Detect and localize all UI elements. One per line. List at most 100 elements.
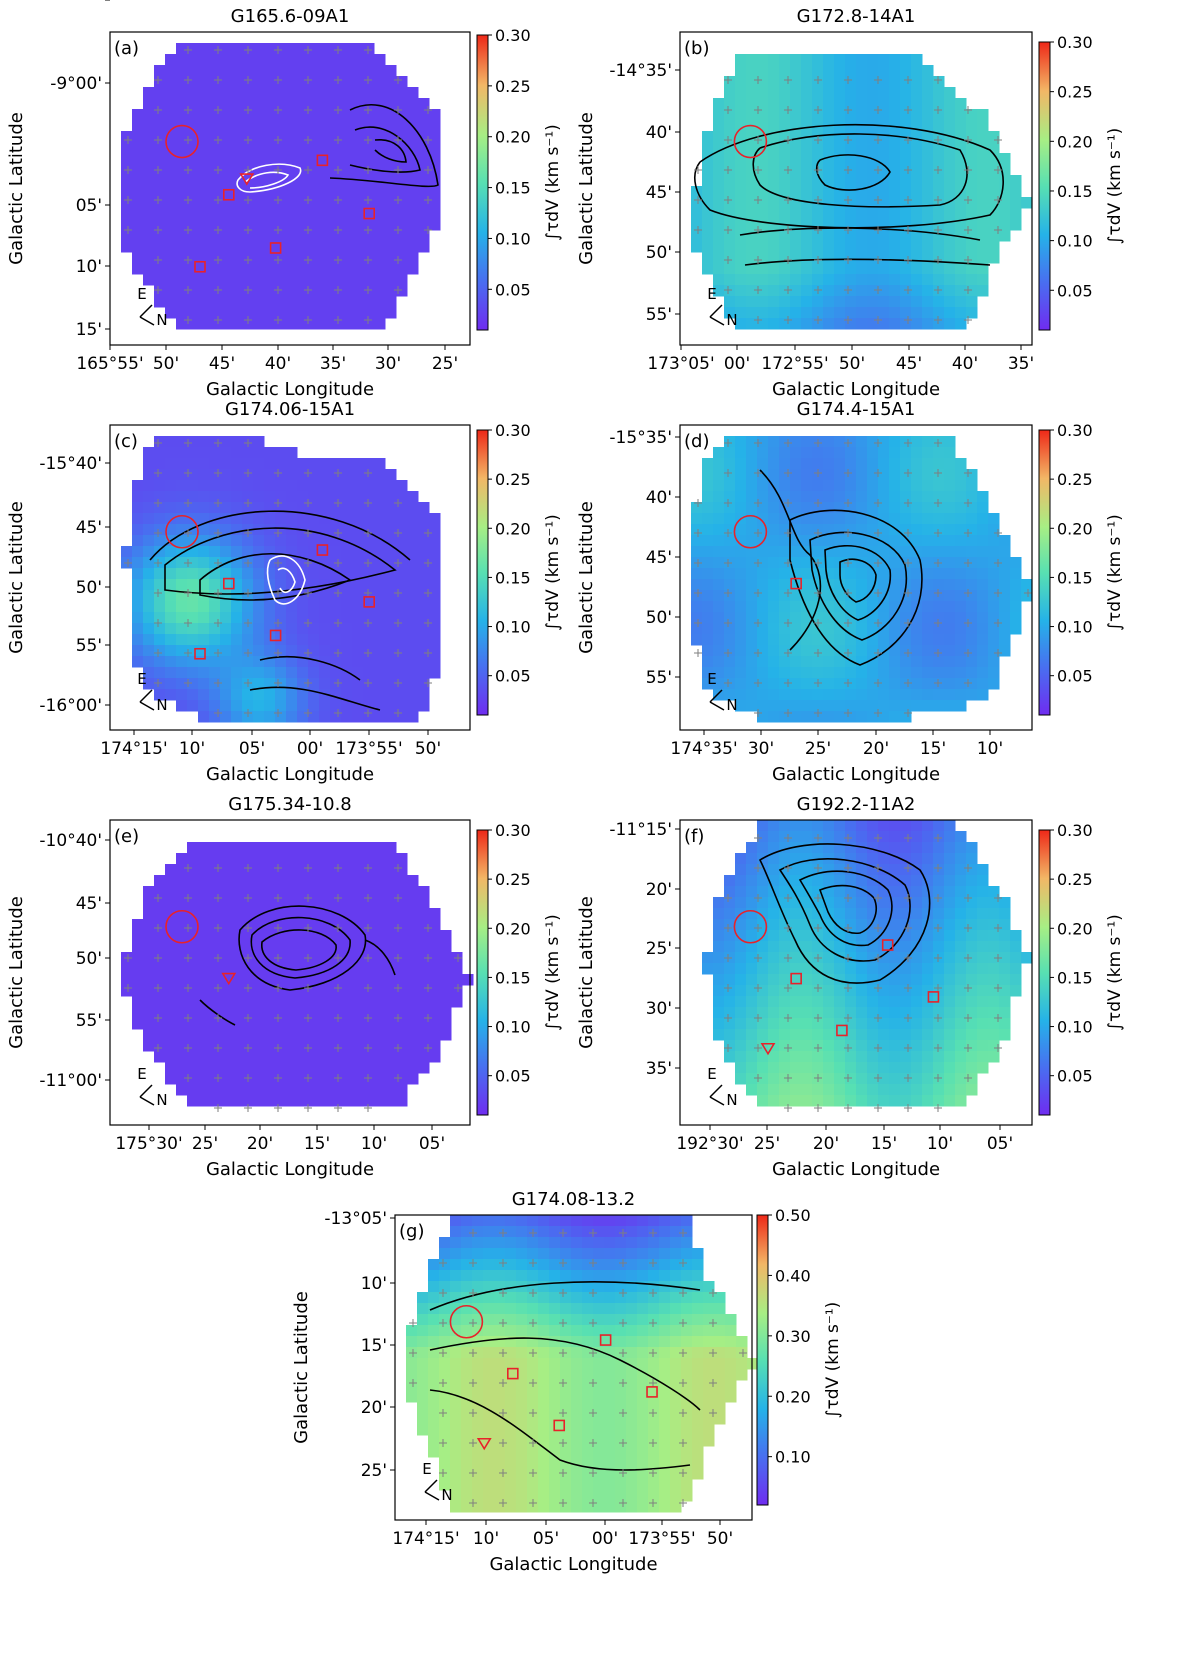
heatmap-cell: [363, 656, 375, 668]
heatmap-cell: [867, 436, 879, 448]
heatmap-cell: [845, 109, 857, 121]
heatmap-cell: [209, 447, 221, 459]
heatmap-cell: [922, 820, 934, 832]
heatmap-cell: [845, 458, 857, 470]
heatmap-cell: [352, 700, 364, 712]
heatmap-cell: [757, 458, 769, 470]
heatmap-cell: [582, 1226, 594, 1238]
heatmap-cell: [933, 1062, 945, 1074]
heatmap-cell: [966, 579, 978, 591]
heatmap-cell: [889, 985, 901, 997]
heatmap-cell: [713, 285, 725, 297]
heatmap-cell: [977, 623, 989, 635]
heatmap-cell: [253, 263, 265, 275]
heatmap-cell: [977, 689, 989, 701]
grid-plus: [274, 196, 282, 204]
heatmap-cell: [856, 524, 868, 536]
grid-plus: [934, 76, 942, 84]
heatmap-cell: [231, 700, 243, 712]
heatmap-cell: [900, 120, 912, 132]
heatmap-cell: [253, 230, 265, 242]
heatmap-cell: [933, 230, 945, 242]
grid-plus: [334, 106, 342, 114]
heatmap-cell: [231, 197, 243, 209]
heatmap-cell: [845, 285, 857, 297]
heatmap-cell: [823, 480, 835, 492]
heatmap-cell: [757, 274, 769, 286]
heatmap-cell: [812, 535, 824, 547]
heatmap-cell: [407, 1029, 419, 1041]
colorbar-tick-label: 0.20: [1057, 919, 1093, 938]
heatmap-cell: [977, 963, 989, 975]
grid-plus: [274, 469, 282, 477]
heatmap-cell: [418, 208, 430, 220]
heatmap-cell: [165, 919, 177, 931]
heatmap-cell: [702, 678, 714, 690]
grid-plus: [814, 529, 822, 537]
grid-plus: [844, 106, 852, 114]
heatmap-cell: [385, 535, 397, 547]
grid-plus: [424, 559, 432, 567]
heatmap-cell: [132, 590, 144, 602]
heatmap-cell: [374, 87, 386, 99]
heatmap-cell: [198, 568, 210, 580]
heatmap-cell: [407, 502, 419, 514]
heatmap-cell: [933, 612, 945, 624]
heatmap-cell: [812, 1062, 824, 1074]
heatmap-cell: [889, 197, 901, 209]
grid-plus: [274, 924, 282, 932]
heatmap-cell: [319, 120, 331, 132]
heatmap-cell: [385, 469, 397, 481]
heatmap-cell: [823, 252, 835, 264]
heatmap-cell: [823, 296, 835, 308]
heatmap-cell: [275, 502, 287, 514]
heatmap-cell: [582, 1259, 594, 1271]
heatmap-cell: [889, 820, 901, 832]
heatmap-cell: [198, 502, 210, 514]
heatmap-cell: [341, 219, 353, 231]
heatmap-cell: [407, 546, 419, 558]
heatmap-cell: [856, 285, 868, 297]
heatmap-cell: [922, 480, 934, 492]
heatmap-cell: [681, 1248, 693, 1260]
grid-plus: [754, 589, 762, 597]
heatmap-cell: [407, 1018, 419, 1030]
heatmap-cell: [834, 307, 846, 319]
heatmap-cell: [812, 820, 824, 832]
heatmap-cell: [735, 252, 747, 264]
grid-plus: [184, 439, 192, 447]
heatmap-cell: [823, 307, 835, 319]
heatmap-cell: [286, 535, 298, 547]
heatmap-cell: [823, 219, 835, 231]
heatmap-cell: [834, 864, 846, 876]
grid-plus: [124, 984, 132, 992]
heatmap-cell: [176, 579, 188, 591]
heatmap-cell: [121, 546, 133, 558]
heatmap-cell: [560, 1270, 572, 1282]
heatmap-cell: [955, 491, 967, 503]
heatmap-cell: [231, 208, 243, 220]
heatmap-cell: [209, 886, 221, 898]
heatmap-cell: [713, 996, 725, 1008]
heatmap-cell: [779, 1029, 791, 1041]
heatmap-cell: [845, 175, 857, 187]
y-tick-label: 10': [76, 257, 102, 277]
heatmap-cell: [944, 98, 956, 110]
heatmap-cell: [341, 98, 353, 110]
heatmap-cell: [988, 612, 1000, 624]
heatmap-cell: [867, 469, 879, 481]
heatmap-cell: [220, 656, 232, 668]
heatmap-cell: [330, 689, 342, 701]
heatmap-cell: [702, 579, 714, 591]
heatmap-cell: [724, 120, 736, 132]
heatmap-cell: [220, 480, 232, 492]
heatmap-cell: [385, 197, 397, 209]
heatmap-cell: [363, 645, 375, 657]
heatmap-cell: [900, 241, 912, 253]
heatmap-cell: [823, 208, 835, 220]
heatmap-cell: [385, 142, 397, 154]
heatmap-cell: [440, 930, 452, 942]
heatmap-cell: [209, 579, 221, 591]
heatmap-cell: [977, 568, 989, 580]
heatmap-cell: [933, 568, 945, 580]
